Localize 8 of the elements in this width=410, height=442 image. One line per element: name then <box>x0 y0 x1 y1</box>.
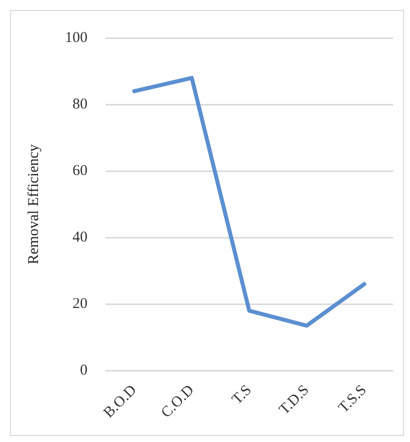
y-tick-label: 0 <box>80 362 88 379</box>
y-tick-label: 80 <box>72 96 88 112</box>
y-tick-label: 20 <box>72 296 88 312</box>
y-tick-label: 40 <box>72 229 88 246</box>
y-axis-title: Removal Efficiency <box>26 144 42 264</box>
y-tick-label: 100 <box>65 30 88 46</box>
y-tick-label: 60 <box>72 162 88 179</box>
x-tick-label: T.S <box>229 382 255 408</box>
